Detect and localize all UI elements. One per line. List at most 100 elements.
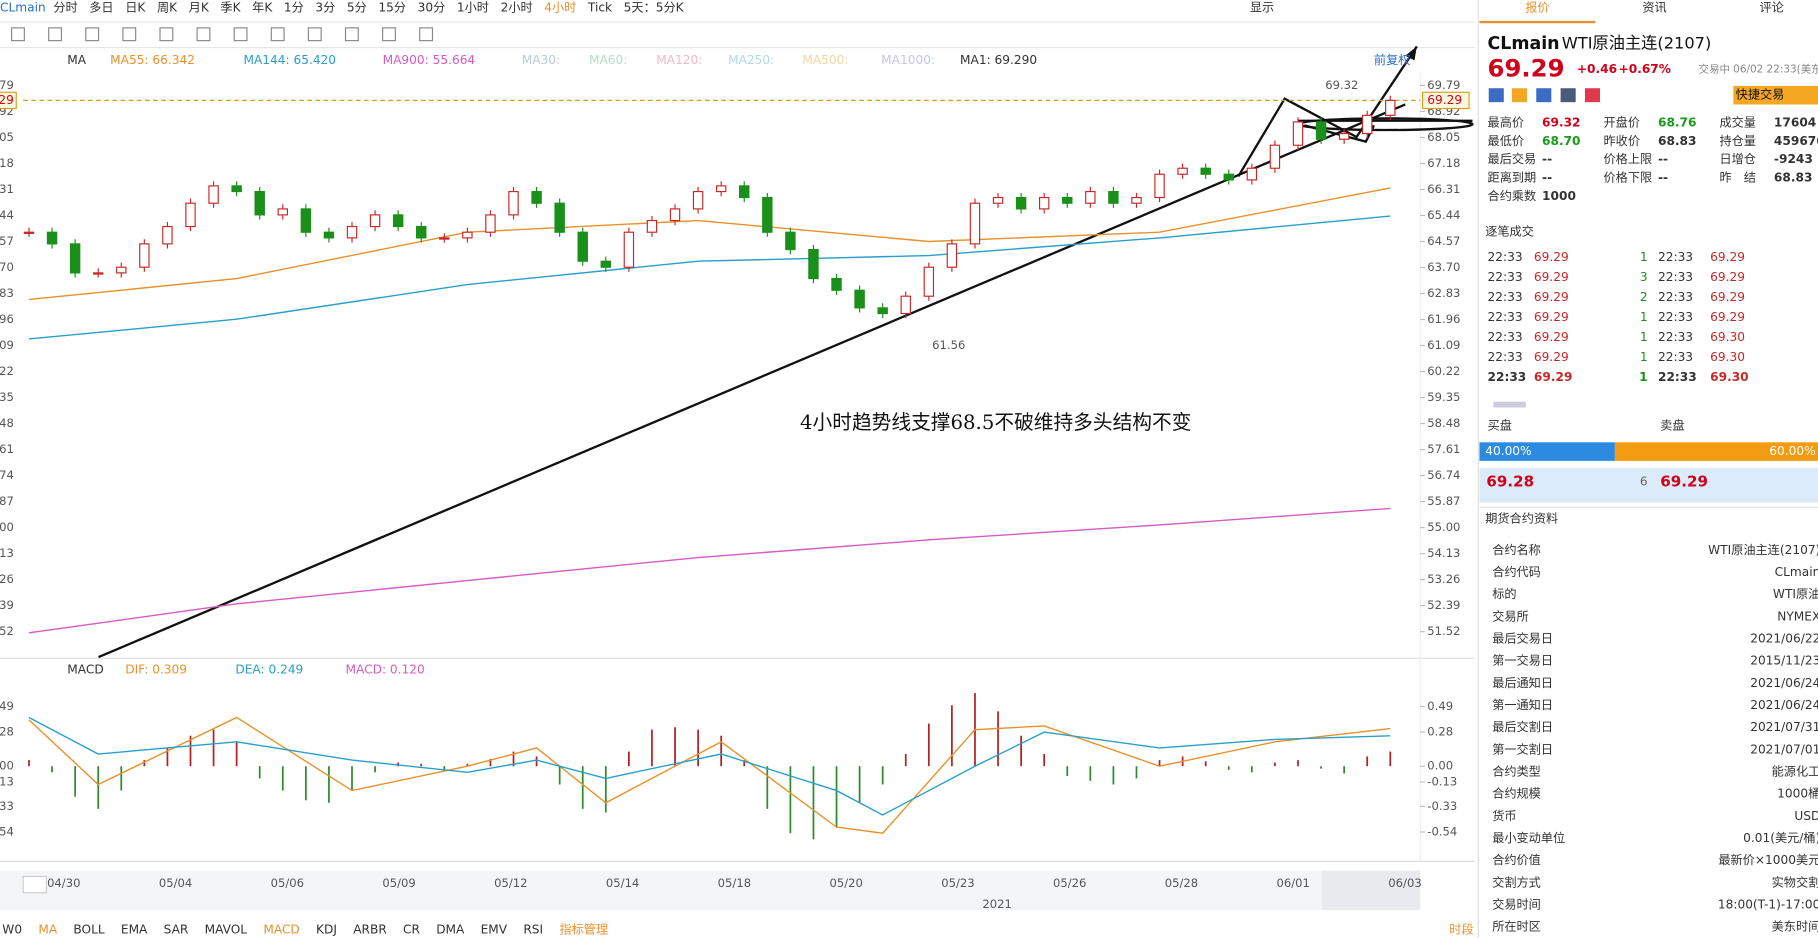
candle-body xyxy=(46,231,58,245)
icon[interactable] xyxy=(1511,88,1527,103)
indicator-tab[interactable]: CR xyxy=(403,922,420,936)
icon[interactable] xyxy=(1584,88,1601,103)
tool-icon[interactable] xyxy=(344,27,359,42)
candle-body xyxy=(1200,167,1211,175)
period-tab[interactable]: Tick xyxy=(587,1,613,15)
period-tab[interactable]: 多日 xyxy=(89,1,113,15)
panel-tab[interactable]: 资讯 xyxy=(1642,1,1666,15)
info-label: 第一通知日 xyxy=(1492,698,1553,712)
candle-body xyxy=(346,225,358,239)
period-tab[interactable]: 5分 xyxy=(347,1,367,15)
scrollbar[interactable] xyxy=(0,870,1421,911)
scroll-thumb[interactable] xyxy=(1321,870,1421,911)
info-value: 1000桶 xyxy=(1777,786,1818,801)
tool-icon[interactable] xyxy=(11,27,25,42)
y-tick-label-left: 53.26 xyxy=(0,572,14,586)
y-tick-label: -0.33 xyxy=(1427,799,1457,813)
tool-icon[interactable] xyxy=(419,27,434,42)
buy-ratio-bar xyxy=(1479,442,1615,461)
trade-cell: 22:33 xyxy=(1658,310,1693,324)
indicator-tab[interactable]: EMV xyxy=(481,922,508,936)
indicator-tab[interactable]: MAVOL xyxy=(205,922,248,936)
period-tab[interactable]: 15分 xyxy=(378,1,406,15)
status: 交易中 06/02 22:33(美东 xyxy=(1699,63,1818,76)
period-tab[interactable]: 年K xyxy=(252,1,273,15)
panel-tab[interactable]: 评论 xyxy=(1759,1,1783,15)
stat-label: 最后交易 xyxy=(1488,151,1537,166)
indicator-tab[interactable]: W0 xyxy=(2,922,22,936)
period-tab[interactable]: 2小时 xyxy=(501,1,533,15)
y-tick-label-left: 60.22 xyxy=(0,364,14,378)
period-tab[interactable]: 季K xyxy=(220,1,241,15)
scroll-handle[interactable] xyxy=(22,875,47,894)
y-tick-label-left: 59.35 xyxy=(0,390,14,404)
info-label: 最后交割日 xyxy=(1492,719,1553,734)
indicator-tab[interactable]: MA xyxy=(38,922,57,936)
y-tick-label: 67.18 xyxy=(1427,156,1460,170)
quick-trade-button[interactable] xyxy=(1733,85,1818,105)
sell-ratio-label: 60.00% xyxy=(1769,444,1815,458)
y-tick-label-left: 62.83 xyxy=(0,286,14,300)
trade-cell: 1 xyxy=(1640,250,1648,264)
period-tab[interactable]: 月K xyxy=(189,1,210,15)
period-tab[interactable]: 30分 xyxy=(418,1,446,15)
tool-icon[interactable] xyxy=(196,27,211,42)
x-tick-label: 05/04 xyxy=(159,876,192,890)
period-selector[interactable]: 时段 xyxy=(1449,921,1473,936)
stat-label: 昨 结 xyxy=(1719,171,1756,185)
trade-cell: 22:33 xyxy=(1488,330,1523,344)
trade-cell: 22:33 xyxy=(1488,270,1523,284)
icon[interactable] xyxy=(1560,88,1576,103)
y-tick-label-left: 0.49 xyxy=(0,699,14,713)
period-tab[interactable]: 分时 xyxy=(53,1,77,15)
tool-icon[interactable] xyxy=(159,27,174,42)
candle-body xyxy=(508,190,519,216)
tool-icon[interactable] xyxy=(307,27,322,42)
y-tick-label: 63.70 xyxy=(1427,260,1460,274)
indicator-tab[interactable]: DMA xyxy=(436,922,465,936)
candle-body xyxy=(1269,144,1281,169)
period-tab[interactable]: 1分 xyxy=(284,1,304,15)
indicator-tab[interactable]: RSI xyxy=(523,922,543,936)
trade-cell: 1 xyxy=(1639,370,1647,384)
indicator-tab[interactable]: BOLL xyxy=(73,922,104,936)
indicator-tab[interactable]: ARBR xyxy=(353,922,387,936)
panel-tab[interactable]: 报价 xyxy=(1525,0,1549,15)
indicator-tab[interactable]: SAR xyxy=(164,922,189,936)
tool-icon[interactable] xyxy=(85,27,100,42)
candle-body xyxy=(1223,173,1234,181)
tool-icon[interactable] xyxy=(233,27,248,42)
stat-label: 价格上限 xyxy=(1604,151,1653,166)
tool-icon[interactable] xyxy=(382,27,396,42)
y-tick-label-left: 51.52 xyxy=(0,624,14,638)
stat-value: 459676 xyxy=(1774,134,1818,148)
candle-body xyxy=(969,202,981,245)
period-tab[interactable]: 4小时 xyxy=(544,1,576,15)
period-tab[interactable]: 1小时 xyxy=(457,1,489,15)
period-tab[interactable]: 3分 xyxy=(315,1,335,15)
y-tick-label: 66.31 xyxy=(1427,182,1460,196)
indicator-tab[interactable]: 指标管理 xyxy=(559,921,608,936)
icon[interactable] xyxy=(1536,88,1552,103)
tool-icon[interactable] xyxy=(48,27,63,42)
candle-body xyxy=(1015,196,1027,210)
period-tab[interactable]: 周K xyxy=(157,1,178,15)
y-tick-label-left: -0.54 xyxy=(0,824,14,838)
display-menu[interactable]: 显示 xyxy=(1250,1,1274,15)
stat-label: 开盘价 xyxy=(1604,115,1641,130)
adjust-toggle[interactable]: 前复权 xyxy=(1374,52,1411,67)
book-label: 买盘 xyxy=(1488,418,1512,433)
candle-body xyxy=(600,260,612,268)
y-tick-label: 0.00 xyxy=(1427,759,1453,773)
period-tab[interactable]: 日K xyxy=(125,1,146,15)
indicator-tab[interactable]: KDJ xyxy=(316,922,337,936)
indicator-tab[interactable]: EMA xyxy=(121,922,148,936)
period-tab[interactable]: 5天：5分K xyxy=(624,1,685,15)
trade-cell: 69.30 xyxy=(1710,330,1745,344)
tool-icon[interactable] xyxy=(122,27,137,42)
icon[interactable] xyxy=(1488,88,1504,103)
info-value: CLmain xyxy=(1775,565,1818,579)
tool-icon[interactable] xyxy=(270,27,285,42)
indicator-tab[interactable]: MACD xyxy=(263,922,299,936)
